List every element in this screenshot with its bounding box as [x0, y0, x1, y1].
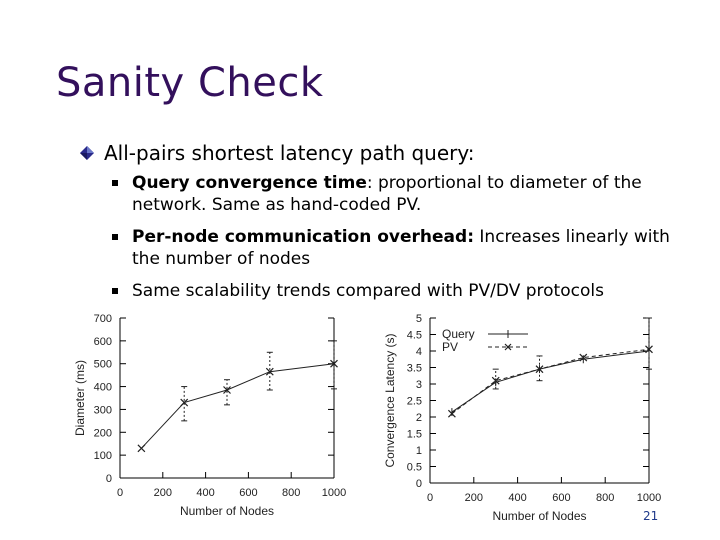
- y-tick-label: 4.5: [407, 330, 422, 342]
- x-tick-label: 0: [427, 492, 433, 504]
- data-point: [447, 409, 456, 418]
- data-point: [645, 345, 653, 354]
- x-tick-label: 200: [465, 492, 483, 504]
- x-tick-label: 1000: [322, 487, 346, 499]
- x-tick-label: 600: [552, 492, 570, 504]
- x-tick-label: 400: [508, 492, 526, 504]
- data-point: [180, 398, 189, 407]
- data-point: [330, 359, 338, 368]
- y-tick-label: 1: [416, 445, 422, 457]
- x-tick-label: 1000: [637, 492, 661, 504]
- diameter-chart: 0 100 200 300 400 500 600 700 0 200 400 600 800 1000 N…: [73, 313, 346, 518]
- y-tick-label: 0: [416, 478, 422, 490]
- series-line: [141, 363, 335, 449]
- y-tick-label: 100: [94, 450, 112, 462]
- x-tick-label: 200: [154, 487, 172, 499]
- y-tick-label: 200: [94, 427, 112, 439]
- y-tick-label: 600: [94, 336, 112, 348]
- sub-bullet-2-text: Increases linearly with the number of no…: [132, 227, 670, 269]
- convergence-chart: 0 0.5 1 1.5 2 2.5 3 3.5 4 4.5 5 0 200 400 600 800 1000 Nu…: [383, 313, 661, 523]
- legend-label: PV: [442, 340, 458, 354]
- y-tick-label: 2.5: [407, 396, 422, 408]
- x-tick-label: 800: [282, 487, 300, 499]
- data-point: [265, 367, 274, 376]
- legend-label: Query: [442, 327, 475, 341]
- diamond-bullet-icon: [80, 146, 94, 160]
- x-axis-label: Number of Nodes: [492, 509, 586, 523]
- x-tick-label: 800: [596, 492, 614, 504]
- y-tick-label: 0.5: [407, 462, 422, 474]
- square-bullet-icon: [112, 288, 118, 294]
- y-tick-label: 3: [416, 379, 422, 391]
- y-tick-label: 1.5: [407, 429, 422, 441]
- y-tick-label: 0: [106, 473, 112, 485]
- x-tick-label: 0: [117, 487, 123, 499]
- y-tick-label: 500: [94, 359, 112, 371]
- sub-bullet-2-bold: Per-node communication overhead:: [132, 227, 474, 247]
- y-tick-label: 2: [416, 412, 422, 424]
- y-axis-label: Diameter (ms): [73, 360, 87, 436]
- data-point: [535, 365, 544, 374]
- square-bullet-icon: [112, 234, 118, 240]
- y-tick-label: 400: [94, 382, 112, 394]
- sub-bullet-1-text: : proportional to diameter of the networ…: [132, 173, 642, 215]
- main-bullet: All-pairs shortest latency path query:: [104, 141, 475, 165]
- x-tick-label: 400: [196, 487, 214, 499]
- data-point: [491, 376, 500, 385]
- sub-bullet-1-bold: Query convergence time: [132, 173, 367, 193]
- data-point: [137, 444, 146, 453]
- series-line: [451, 348, 650, 415]
- y-tick-label: 300: [94, 404, 112, 416]
- x-tick-label: 600: [239, 487, 257, 499]
- y-tick-label: 5: [416, 313, 422, 325]
- y-tick-label: 700: [94, 313, 112, 325]
- slide-title: Sanity Check: [56, 60, 324, 106]
- data-point: [223, 386, 231, 394]
- y-tick-label: 4: [416, 346, 422, 358]
- legend-marker: [504, 343, 512, 351]
- y-tick-label: 3.5: [407, 363, 422, 375]
- square-bullet-icon: [112, 180, 118, 186]
- y-axis-label: Convergence Latency (s): [383, 333, 397, 467]
- page-number: 21: [643, 509, 659, 523]
- sub-bullet-3-text: Same scalability trends compared with PV…: [132, 281, 604, 301]
- data-point: [579, 353, 588, 362]
- x-axis-label: Number of Nodes: [180, 504, 274, 518]
- series-line: [451, 350, 650, 413]
